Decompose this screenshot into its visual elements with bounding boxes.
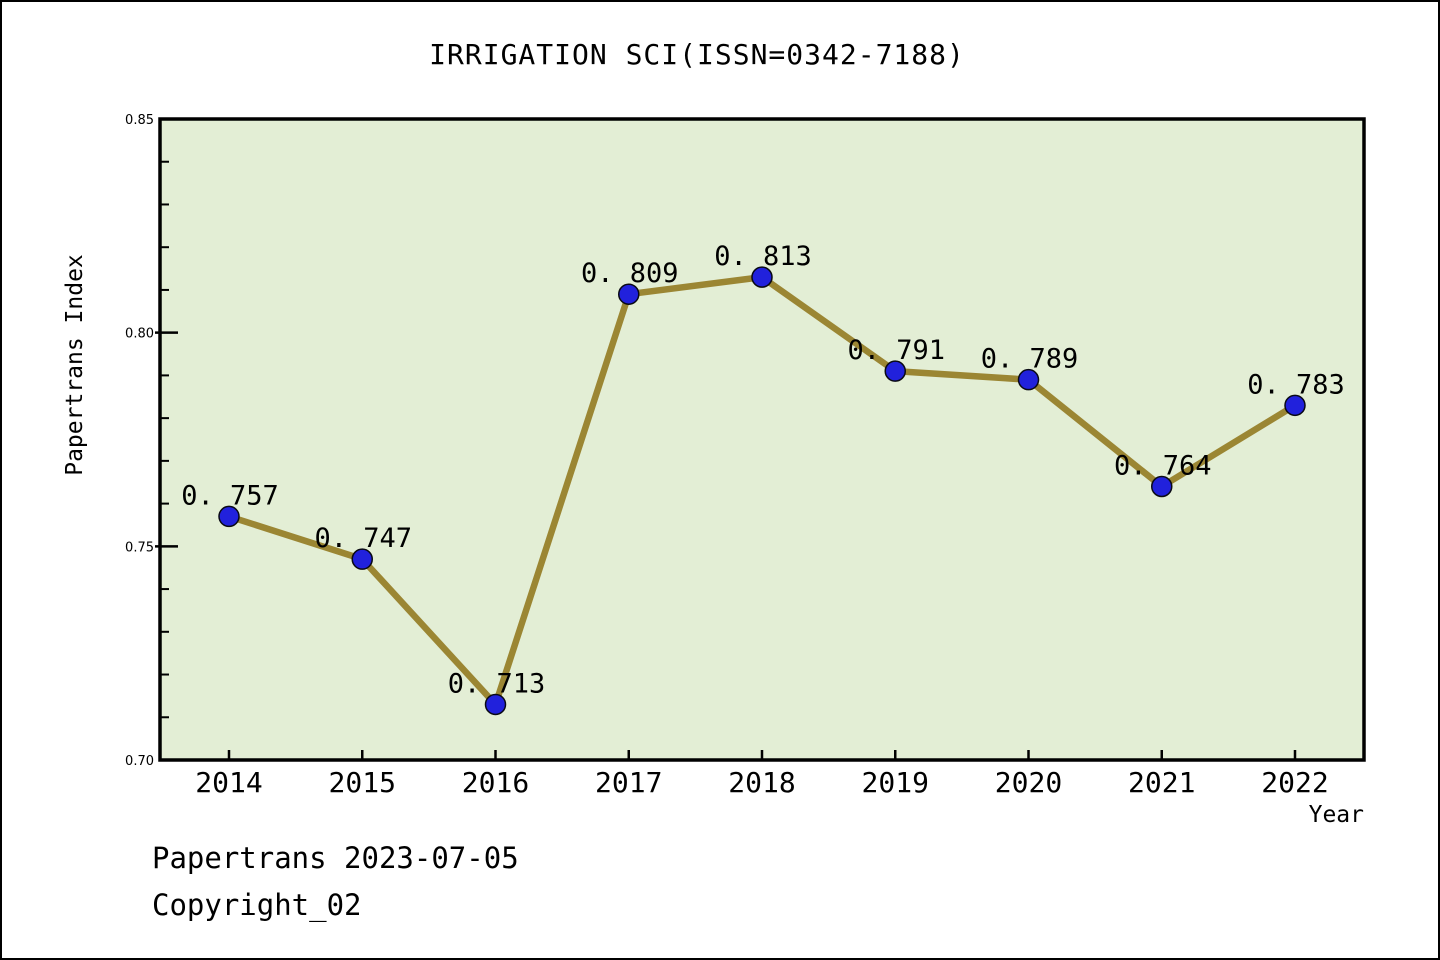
data-point — [218, 505, 240, 528]
data-point — [351, 548, 373, 570]
data-point-label: 0. 809 — [581, 258, 679, 289]
footer-copyright: Copyright_02 — [152, 888, 362, 922]
y-tick-label: 0.85 — [125, 113, 154, 128]
y-tick-label: 0.75 — [125, 540, 154, 555]
plot-frame — [158, 117, 1366, 762]
data-point-label: 0. 789 — [981, 344, 1079, 375]
data-point-label: 0. 713 — [448, 668, 546, 699]
x-tick-label: 2014 — [195, 766, 262, 799]
y-tick-label: 0.80 — [125, 327, 154, 342]
data-point — [1017, 368, 1040, 391]
x-tick-label: 2016 — [462, 766, 529, 799]
data-point-label: 0. 791 — [847, 335, 945, 366]
data-point-label: 0. 764 — [1114, 451, 1212, 482]
data-point — [1151, 475, 1173, 498]
data-point-label: 0. 757 — [181, 480, 279, 511]
x-tick-label: 2020 — [995, 766, 1062, 799]
chart-title: IRRIGATION SCI(ISSN=0342-7188) — [429, 38, 965, 71]
data-point — [751, 266, 773, 288]
x-tick-label: 2018 — [728, 766, 795, 799]
plot-background — [160, 119, 1364, 760]
data-point — [1284, 394, 1306, 417]
x-tick-label: 2019 — [862, 766, 929, 799]
footer-date: Papertrans 2023-07-05 — [152, 841, 519, 875]
x-tick-label: 2015 — [329, 766, 396, 799]
x-axis-label: Year — [1309, 802, 1364, 828]
data-point — [618, 283, 640, 305]
y-tick-label: 0.70 — [125, 754, 154, 769]
x-tick-label: 2017 — [595, 766, 662, 799]
y-axis-label: Papertrans Index — [62, 254, 88, 476]
data-point — [884, 360, 906, 382]
data-point — [484, 693, 507, 716]
data-point-label: 0. 747 — [314, 523, 412, 554]
x-tick-label: 2021 — [1128, 766, 1195, 799]
x-tick-label: 2022 — [1261, 766, 1328, 799]
data-point-label: 0. 783 — [1247, 369, 1345, 400]
data-point-label: 0. 813 — [714, 241, 812, 272]
